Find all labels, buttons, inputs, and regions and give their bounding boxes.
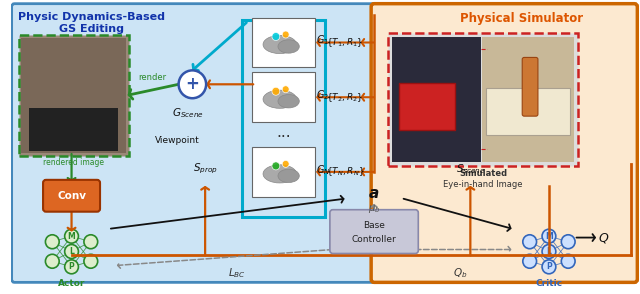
Circle shape (84, 254, 98, 268)
Text: Physic Dynamics-Based
GS Editing: Physic Dynamics-Based GS Editing (18, 12, 164, 34)
Text: $G_{Scene}$: $G_{Scene}$ (172, 106, 204, 120)
FancyBboxPatch shape (252, 72, 315, 122)
Circle shape (65, 260, 79, 274)
Circle shape (542, 229, 556, 243)
FancyBboxPatch shape (388, 33, 579, 166)
Ellipse shape (278, 95, 300, 108)
Text: Eye-in-hand Image: Eye-in-hand Image (444, 180, 523, 189)
Circle shape (45, 235, 59, 249)
FancyBboxPatch shape (482, 36, 573, 162)
Circle shape (272, 162, 280, 170)
Circle shape (523, 254, 536, 268)
Text: Simulated: Simulated (459, 169, 507, 178)
Text: $\{T_1,R_1\}$: $\{T_1,R_1\}$ (326, 36, 363, 49)
Circle shape (179, 70, 206, 98)
FancyBboxPatch shape (252, 147, 315, 197)
Circle shape (542, 245, 556, 258)
Circle shape (282, 86, 289, 93)
Text: Controller: Controller (352, 235, 396, 244)
Text: L: L (69, 247, 74, 256)
Ellipse shape (263, 35, 296, 54)
Circle shape (272, 87, 280, 95)
Text: Conv: Conv (57, 191, 86, 201)
Text: $S_{prop}$: $S_{prop}$ (193, 161, 218, 176)
FancyBboxPatch shape (392, 36, 481, 162)
Ellipse shape (263, 165, 296, 183)
Text: Actor: Actor (58, 279, 85, 288)
Circle shape (45, 254, 59, 268)
Text: $Q$: $Q$ (598, 230, 609, 245)
FancyBboxPatch shape (22, 38, 125, 153)
Circle shape (542, 260, 556, 274)
FancyBboxPatch shape (252, 18, 315, 67)
Text: L: L (547, 247, 552, 256)
Circle shape (65, 245, 79, 258)
Text: $L_{BC}$: $L_{BC}$ (228, 266, 246, 280)
Text: $Q_b$: $Q_b$ (453, 266, 468, 280)
Text: P: P (68, 262, 74, 271)
Text: M: M (68, 232, 76, 241)
Text: render: render (138, 73, 166, 82)
Circle shape (561, 254, 575, 268)
Text: M: M (545, 232, 553, 241)
FancyBboxPatch shape (29, 108, 118, 151)
Text: $G_2$: $G_2$ (316, 88, 329, 102)
Ellipse shape (278, 40, 300, 53)
FancyBboxPatch shape (19, 34, 129, 156)
Ellipse shape (278, 169, 300, 183)
FancyBboxPatch shape (371, 4, 637, 282)
Circle shape (282, 161, 289, 167)
Circle shape (65, 229, 79, 243)
FancyBboxPatch shape (12, 4, 440, 282)
Circle shape (523, 235, 536, 249)
Text: $\{T_N,R_N\}$: $\{T_N,R_N\}$ (326, 166, 365, 178)
FancyBboxPatch shape (399, 83, 454, 130)
Circle shape (282, 31, 289, 38)
FancyBboxPatch shape (522, 57, 538, 116)
FancyBboxPatch shape (330, 210, 419, 253)
Text: Critic: Critic (536, 279, 563, 288)
FancyBboxPatch shape (43, 180, 100, 212)
Text: $\boldsymbol{a}$: $\boldsymbol{a}$ (369, 186, 380, 201)
Text: $\{T_2,R_2\}$: $\{T_2,R_2\}$ (326, 91, 363, 103)
Text: Physical Simulator: Physical Simulator (460, 12, 583, 25)
Text: $G_N$: $G_N$ (316, 163, 331, 177)
Text: $\mu_b$: $\mu_b$ (368, 203, 380, 215)
Text: Base: Base (363, 221, 385, 230)
Text: Viewpoint: Viewpoint (156, 136, 200, 145)
Circle shape (272, 33, 280, 41)
Circle shape (561, 235, 575, 249)
Text: ...: ... (276, 125, 291, 140)
Text: +: + (186, 75, 199, 93)
Circle shape (84, 235, 98, 249)
FancyBboxPatch shape (486, 88, 570, 135)
Ellipse shape (263, 90, 296, 108)
Text: $G_1$: $G_1$ (316, 34, 330, 47)
Text: P: P (546, 262, 552, 271)
Text: $S_{scene}$: $S_{scene}$ (456, 162, 485, 176)
Text: rendered image: rendered image (43, 158, 104, 167)
